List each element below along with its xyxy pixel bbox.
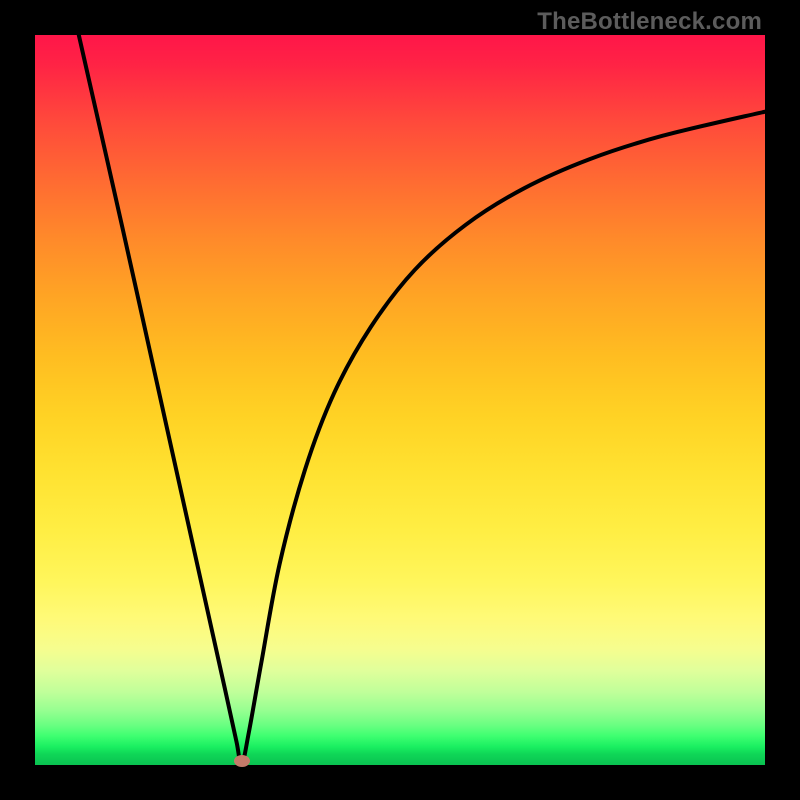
watermark-text: TheBottleneck.com <box>537 8 762 36</box>
plot-area <box>35 35 765 765</box>
bottleneck-curve <box>35 35 765 765</box>
minimum-marker <box>234 755 250 767</box>
chart-frame: TheBottleneck.com <box>0 0 800 800</box>
